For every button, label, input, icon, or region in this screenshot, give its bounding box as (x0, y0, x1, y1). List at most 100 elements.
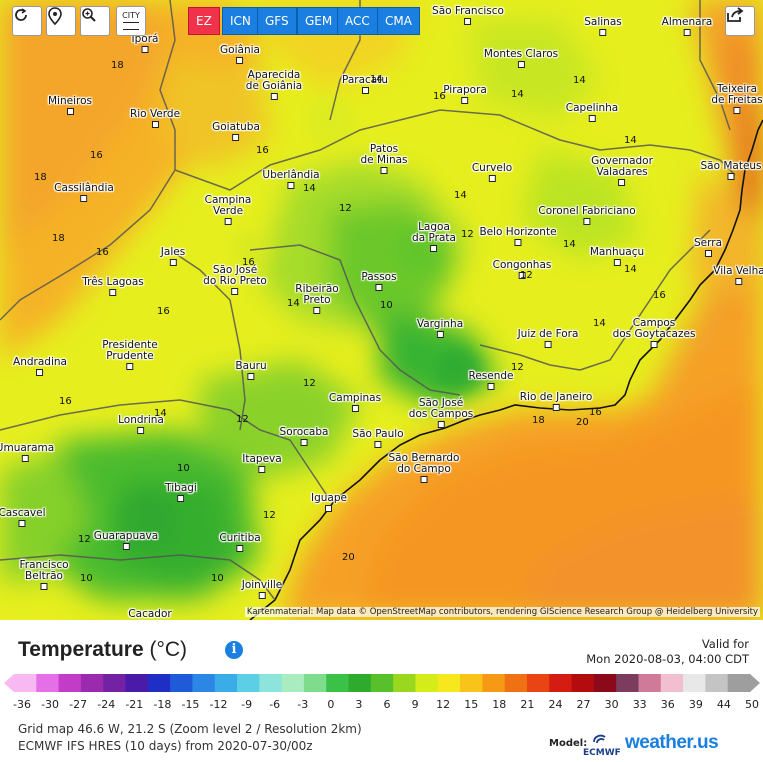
city-label: Umuarama (0, 443, 54, 462)
isotherm-label: 14 (303, 183, 316, 194)
city-label: Goiatuba (212, 122, 260, 141)
city-label: Aparecida de Goiânia (246, 70, 302, 100)
location-pin-icon (48, 7, 62, 25)
city-label: Pirapora (443, 85, 487, 104)
city-marker (126, 363, 134, 370)
color-scale-min-arrow (4, 674, 14, 692)
ecmwf-logo: ECMWF (583, 733, 621, 758)
color-scale-swatch (526, 674, 550, 692)
isotherm-label: 12 (236, 414, 249, 425)
city-label: Cascavel (0, 508, 46, 527)
model-button-ez[interactable]: EZ (188, 7, 220, 35)
city-label: Três Lagoas (82, 277, 144, 296)
city-label: Curitiba (219, 533, 261, 552)
refresh-button[interactable] (12, 6, 42, 36)
share-button[interactable] (725, 6, 755, 36)
city-marker (375, 284, 383, 291)
color-scale-swatch (415, 674, 439, 692)
city-toggle-button[interactable]: CITY (116, 6, 146, 36)
city-label: Montes Claros (484, 49, 558, 68)
city-marker (461, 97, 469, 104)
city-marker (258, 466, 266, 473)
city-label: Itapeva (242, 454, 282, 473)
city-marker (325, 505, 333, 512)
city-label: Sorocaba (280, 427, 328, 446)
info-icon[interactable]: i (225, 641, 243, 659)
model-button-gem[interactable]: GEM (297, 7, 341, 35)
share-icon (727, 7, 744, 22)
city-marker (151, 121, 159, 128)
isotherm-label: 18 (111, 60, 124, 71)
color-scale-tick: 0 (327, 698, 335, 711)
city-label: Almenara (662, 17, 712, 36)
color-scale-swatch (348, 674, 372, 692)
city-label: Andradina (13, 357, 67, 376)
city-label: Paracatu (342, 75, 388, 94)
state-borders (0, 0, 736, 601)
city-marker (374, 441, 382, 448)
city-marker (380, 167, 388, 174)
city-marker (137, 427, 145, 434)
brand-logo[interactable]: weather.us (625, 732, 719, 753)
isotherm-label: 16 (653, 290, 666, 301)
model-button-cma[interactable]: CMA (377, 7, 420, 35)
zoom-button[interactable] (80, 6, 110, 36)
color-scale-swatch (482, 674, 506, 692)
isotherm-label: 16 (90, 150, 103, 161)
city-label: Londrina (118, 415, 164, 434)
color-scale-swatch (14, 674, 37, 692)
city-label: Cassilândia (54, 183, 114, 202)
city-label: São Bernardo do Campo (389, 453, 459, 483)
city-label: São Francisco (432, 6, 504, 25)
city-marker (517, 61, 525, 68)
color-scale-tick: 44 (716, 698, 731, 711)
color-scale-tick: -24 (97, 698, 116, 711)
city-label: Coronel Fabriciano (538, 206, 636, 225)
city-label: Uberlândia (262, 170, 320, 189)
grid-info: Grid map 46.6 W, 21.2 S (Zoom level 2 / … (18, 722, 362, 736)
color-scale-tick: 6 (383, 698, 391, 711)
city-marker (518, 272, 526, 279)
color-scale-swatch (58, 674, 82, 692)
color-scale-tick: 30 (604, 698, 619, 711)
valid-time: Mon 2020-08-03, 04:00 CDT (586, 652, 749, 666)
color-scale-max-arrow (750, 674, 760, 692)
city-marker (300, 439, 308, 446)
run-info: ECMWF IFS HRES (10 days) from 2020-07-30… (18, 739, 313, 753)
city-marker (544, 341, 552, 348)
city-marker (464, 18, 472, 25)
city-marker (514, 239, 522, 246)
city-label: Lagoa da Prata (412, 222, 456, 252)
model-button-icn[interactable]: ICN (222, 7, 259, 35)
isotherm-label: 12 (263, 510, 276, 521)
valid-for-label: Valid for (701, 637, 749, 651)
model-button-gfs[interactable]: GFS (257, 7, 297, 35)
color-scale-swatch (259, 674, 283, 692)
city-marker (270, 93, 278, 100)
city-marker (80, 195, 88, 202)
city-marker (650, 341, 658, 348)
city-marker (247, 373, 255, 380)
map-attribution[interactable]: Kartenmaterial: Map data © OpenStreetMap… (244, 607, 760, 617)
city-label: São Paulo (352, 429, 404, 448)
isotherm-label: 16 (242, 257, 255, 268)
city-label: Campinas (329, 393, 381, 412)
city-label: Jales (161, 247, 185, 266)
isotherm-label: 14 (511, 89, 524, 100)
isotherm-label: 16 (157, 306, 170, 317)
model-button-acc[interactable]: ACC (337, 7, 378, 35)
city-label: Bauru (235, 361, 267, 380)
isotherm-label: 14 (154, 408, 167, 419)
color-scale-swatch (660, 674, 684, 692)
color-scale-tick: 9 (411, 698, 419, 711)
isotherm-label: 18 (52, 233, 65, 244)
location-button[interactable] (46, 6, 76, 36)
isotherm-label: 18 (532, 415, 545, 426)
color-scale-swatch (281, 674, 305, 692)
color-scale-swatch (571, 674, 595, 692)
city-marker (437, 421, 445, 428)
color-scale-tick: -3 (297, 698, 309, 711)
temperature-map[interactable]: São Francisco Salinas Almenara Iporá Goiânia… (0, 0, 763, 620)
city-label: Juiz de Fora (518, 329, 578, 348)
color-scale-swatch (303, 674, 327, 692)
